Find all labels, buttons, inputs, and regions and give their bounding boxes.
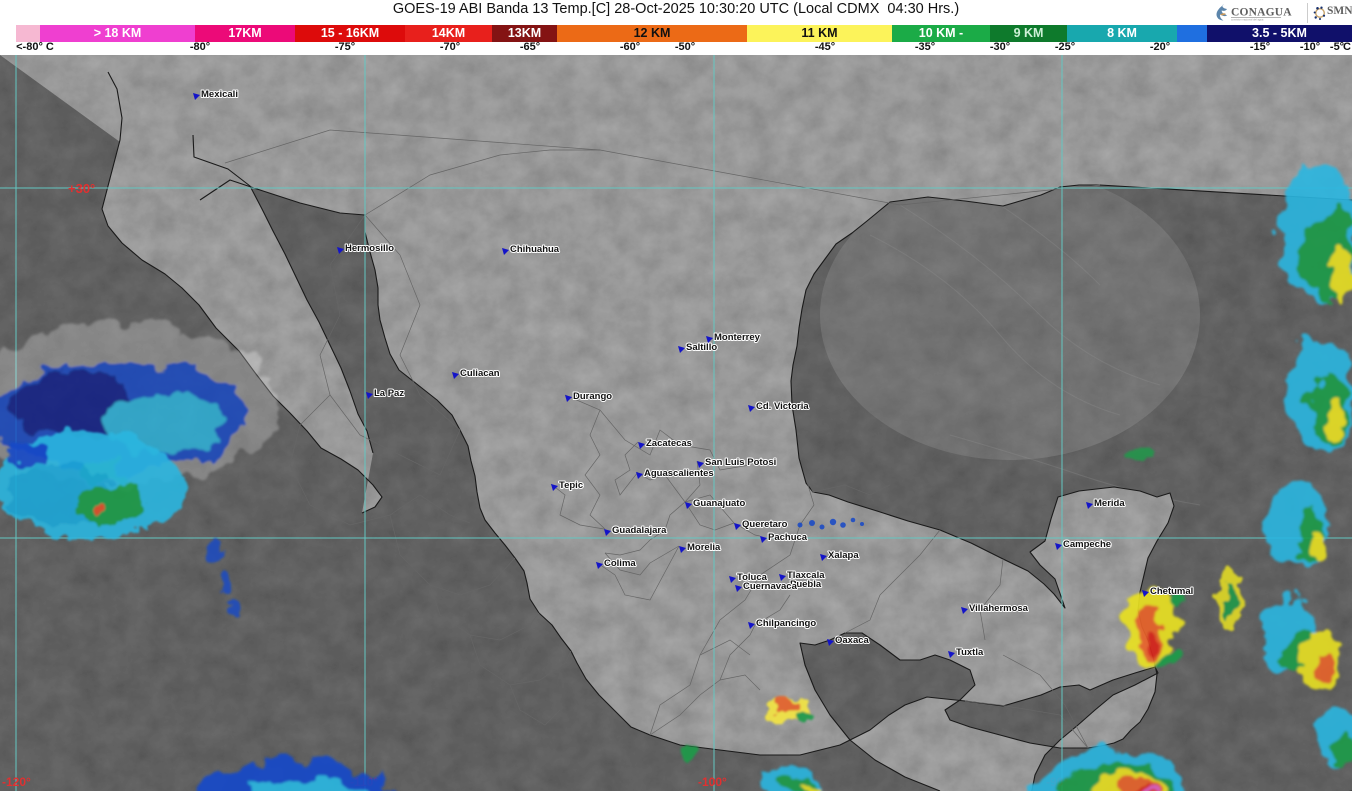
svg-text:San Luis Potosi: San Luis Potosi — [705, 457, 776, 468]
svg-text:Zacatecas: Zacatecas — [646, 438, 692, 449]
svg-text:Hermosillo: Hermosillo — [345, 243, 394, 254]
svg-text:Guanajuato: Guanajuato — [693, 498, 745, 509]
svg-text:Villahermosa: Villahermosa — [969, 603, 1029, 614]
svg-text:Xalapa: Xalapa — [828, 550, 859, 561]
svg-text:Guadalajara: Guadalajara — [612, 525, 667, 536]
svg-text:CONAGUA: CONAGUA — [1231, 7, 1292, 19]
svg-text:Chilpancingo: Chilpancingo — [756, 618, 816, 629]
svg-text:Cd. Victoria: Cd. Victoria — [756, 401, 809, 412]
svg-text:Tepic: Tepic — [559, 480, 583, 491]
svg-text:Culiacan: Culiacan — [460, 368, 500, 379]
svg-text:Oaxaca: Oaxaca — [835, 635, 870, 646]
svg-text:-120°: -120° — [2, 775, 31, 789]
svg-text:Campeche: Campeche — [1063, 539, 1111, 550]
svg-text:Colima: Colima — [604, 558, 636, 569]
svg-text:Chetumal: Chetumal — [1150, 586, 1193, 597]
svg-text:Saltillo: Saltillo — [686, 342, 717, 353]
svg-text:Pachuca: Pachuca — [768, 532, 808, 543]
svg-text:comision nacional del agua: comision nacional del agua — [1231, 17, 1264, 21]
svg-text:Morelia: Morelia — [687, 542, 721, 553]
svg-text:Queretaro: Queretaro — [742, 519, 788, 530]
svg-text:+30°: +30° — [68, 181, 95, 196]
svg-text:Monterrey: Monterrey — [714, 332, 761, 343]
svg-text:Chihuahua: Chihuahua — [510, 244, 560, 255]
svg-text:Merida: Merida — [1094, 498, 1125, 509]
svg-text:Mexicali: Mexicali — [201, 89, 238, 100]
svg-text:Cuernavaca: Cuernavaca — [743, 581, 798, 592]
svg-text:Tuxtla: Tuxtla — [956, 647, 984, 658]
svg-text:Durango: Durango — [573, 391, 612, 402]
svg-text:Aguascalientes: Aguascalientes — [644, 468, 714, 479]
svg-text:-100°: -100° — [698, 775, 727, 789]
svg-text:La Paz: La Paz — [374, 388, 404, 399]
